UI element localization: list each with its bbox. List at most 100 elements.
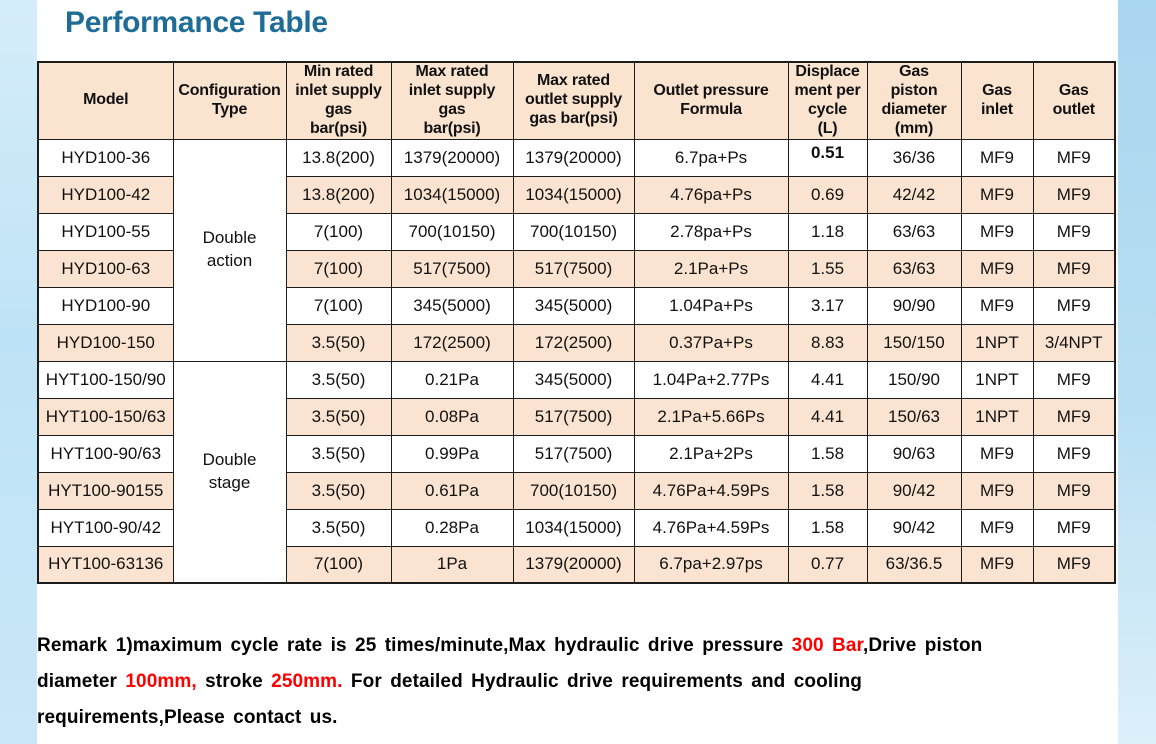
cell-displacement-per-cycle: 1.55: [787, 249, 868, 288]
cell-min-rated-inlet-supply: 7(100): [285, 545, 392, 584]
cell-displacement-per-cycle: 0.51: [787, 138, 868, 177]
cell-gas-inlet: 1NPT: [960, 360, 1034, 399]
cell-gas-piston-diameter: 63/63: [866, 212, 962, 251]
remark-highlight: 100mm,: [125, 671, 197, 692]
column-header-outlet-pressure-formula: Outlet pressure Formula: [633, 61, 789, 140]
cell-gas-piston-diameter: 90/63: [866, 434, 962, 473]
cell-min-rated-inlet-supply: 3.5(50): [285, 471, 392, 510]
cell-gas-inlet: MF9: [960, 471, 1034, 510]
remark-segment: stroke: [196, 671, 272, 692]
cell-outlet-pressure-formula: 1.04Pa+2.77Ps: [633, 360, 789, 399]
cell-outlet-pressure-formula: 4.76Pa+4.59Ps: [633, 471, 789, 510]
cell-max-rated-outlet-supply: 517(7500): [512, 434, 635, 473]
cell-min-rated-inlet-supply: 3.5(50): [285, 434, 392, 473]
remark-text: Remark 1)maximum cycle rate is 25 times/…: [37, 628, 1027, 736]
cell-gas-inlet: MF9: [960, 434, 1034, 473]
cell-model: HYT100-90/63: [37, 434, 174, 473]
cell-gas-outlet: MF9: [1032, 175, 1116, 214]
table-header-row: Model Configuration Type Min rated inlet s…: [37, 61, 1116, 140]
cell-gas-inlet: MF9: [960, 249, 1034, 288]
cell-model: HYD100-42: [37, 175, 174, 214]
remark-segment: ,Drive piston: [862, 635, 983, 656]
cell-gas-outlet: MF9: [1032, 545, 1116, 584]
cell-gas-inlet: MF9: [960, 138, 1034, 177]
cell-model: HYT100-150/90: [37, 360, 174, 399]
table-row: HYD100-150 3.5(50) 172(2500) 172(2500) 0.37P…: [37, 323, 1116, 362]
column-header-max-rated-inlet-supply: Max rated inlet supply gas bar(psi): [390, 61, 514, 140]
cell-model: HYT100-90/42: [37, 508, 174, 547]
cell-min-rated-inlet-supply: 7(100): [285, 286, 392, 325]
table-row: HYT100-90155 3.5(50) 0.61Pa 700(10150) 4.76P…: [37, 471, 1116, 510]
table-row: HYT100-150/90 Double stage 3.5(50) 0.21Pa 34…: [37, 360, 1116, 584]
cell-max-rated-inlet-supply: 0.61Pa: [390, 471, 514, 510]
cell-min-rated-inlet-supply: 7(100): [285, 249, 392, 288]
table-row: HYT100-90/42 3.5(50) 0.28Pa 1034(15000) 4.76…: [37, 508, 1116, 547]
cell-gas-piston-diameter: 150/90: [866, 360, 962, 399]
cell-displacement-per-cycle: 1.58: [787, 434, 868, 473]
remark-line: Remark 1)maximum cycle rate is 25 times/…: [37, 628, 1027, 664]
cell-min-rated-inlet-supply: 3.5(50): [285, 360, 392, 399]
cell-gas-outlet: MF9: [1032, 508, 1116, 547]
cell-max-rated-inlet-supply: 0.28Pa: [390, 508, 514, 547]
remark-line: diameter 100mm, stroke 250mm. For detail…: [37, 664, 1027, 700]
cell-min-rated-inlet-supply: 3.5(50): [285, 323, 392, 362]
cell-outlet-pressure-formula: 4.76pa+Ps: [633, 175, 789, 214]
column-header-model: Model: [37, 61, 174, 140]
cell-displacement-per-cycle: 0.69: [787, 175, 868, 214]
cell-max-rated-inlet-supply: 0.21Pa: [390, 360, 514, 399]
cell-gas-outlet: MF9: [1032, 249, 1116, 288]
cell-gas-outlet: MF9: [1032, 471, 1116, 510]
cell-model: HYT100-90155: [37, 471, 174, 510]
cell-gas-piston-diameter: 36/36: [866, 138, 962, 177]
cell-gas-inlet: MF9: [960, 508, 1034, 547]
remark-segment: requirements,Please contact us.: [37, 707, 338, 728]
cell-gas-piston-diameter: 90/42: [866, 471, 962, 510]
table-row: HYT100-90/63 3.5(50) 0.99Pa 517(7500) 2.1Pa+…: [37, 434, 1116, 473]
cell-gas-outlet: MF9: [1032, 286, 1116, 325]
left-blue-strip: [0, 0, 37, 744]
cell-gas-inlet: 1NPT: [960, 323, 1034, 362]
table-row: HYT100-63136 7(100) 1Pa 1379(20000) 6.7pa+2.…: [37, 545, 1116, 584]
cell-outlet-pressure-formula: 2.1Pa+2Ps: [633, 434, 789, 473]
cell-max-rated-outlet-supply: 517(7500): [512, 397, 635, 436]
cell-max-rated-outlet-supply: 1379(20000): [512, 545, 635, 584]
column-header-displacement-per-cycle: Displace ment per cycle (L): [787, 61, 868, 140]
cell-max-rated-inlet-supply: 1379(20000): [390, 138, 514, 177]
cell-outlet-pressure-formula: 2.1Pa+Ps: [633, 249, 789, 288]
cell-model: HYT100-150/63: [37, 397, 174, 436]
cell-gas-inlet: MF9: [960, 175, 1034, 214]
cell-min-rated-inlet-supply: 13.8(200): [285, 138, 392, 177]
cell-displacement-per-cycle: 1.58: [787, 471, 868, 510]
cell-gas-outlet: MF9: [1032, 397, 1116, 436]
cell-max-rated-outlet-supply: 172(2500): [512, 323, 635, 362]
cell-min-rated-inlet-supply: 3.5(50): [285, 508, 392, 547]
performance-table-body: HYD100-36 Double action 13.8(200) 1379(2000…: [37, 138, 1116, 584]
cell-max-rated-inlet-supply: 1Pa: [390, 545, 514, 584]
remark-segment: For detailed Hydraulic drive requirement…: [342, 671, 862, 692]
cell-max-rated-outlet-supply: 1034(15000): [512, 175, 635, 214]
table-row: HYD100-36 Double action 13.8(200) 1379(2000…: [37, 138, 1116, 362]
remark-highlight: 300 Bar: [791, 635, 863, 656]
cell-displacement-per-cycle: 8.83: [787, 323, 868, 362]
cell-outlet-pressure-formula: 2.78pa+Ps: [633, 212, 789, 251]
table-row: HYD100-90 7(100) 345(5000) 345(5000) 1.04Pa+…: [37, 286, 1116, 325]
cell-gas-piston-diameter: 63/36.5: [866, 545, 962, 584]
cell-displacement-per-cycle: 4.41: [787, 360, 868, 399]
cell-max-rated-outlet-supply: 517(7500): [512, 249, 635, 288]
cell-max-rated-outlet-supply: 345(5000): [512, 360, 635, 399]
cell-gas-outlet: MF9: [1032, 138, 1116, 177]
remark-segment: Remark 1)maximum cycle rate is 25 times/…: [37, 635, 792, 656]
cell-max-rated-inlet-supply: 700(10150): [390, 212, 514, 251]
cell-gas-piston-diameter: 150/63: [866, 397, 962, 436]
column-header-gas-inlet: Gas inlet: [960, 61, 1034, 140]
column-header-min-rated-inlet-supply: Min rated inlet supply gas bar(psi): [285, 61, 392, 140]
cell-outlet-pressure-formula: 2.1Pa+5.66Ps: [633, 397, 789, 436]
cell-configuration-type: Double action: [172, 138, 287, 362]
cell-gas-piston-diameter: 90/90: [866, 286, 962, 325]
cell-outlet-pressure-formula: 1.04Pa+Ps: [633, 286, 789, 325]
cell-max-rated-outlet-supply: 1379(20000): [512, 138, 635, 177]
cell-configuration-type: Double stage: [172, 360, 287, 584]
remark-highlight: 250mm.: [271, 671, 343, 692]
cell-outlet-pressure-formula: 6.7pa+2.97ps: [633, 545, 789, 584]
